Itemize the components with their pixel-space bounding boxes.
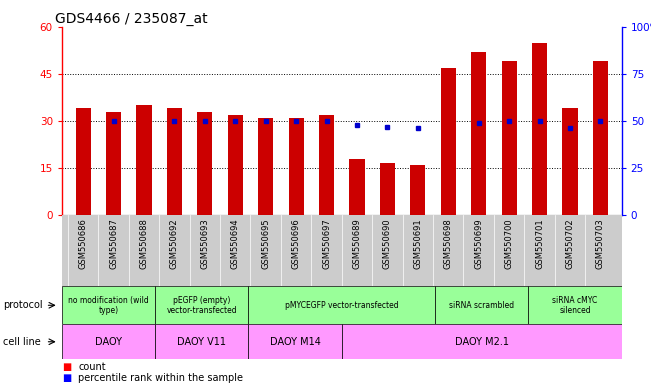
Text: GSM550691: GSM550691 <box>413 218 422 269</box>
Bar <box>532 43 547 215</box>
Text: GSM550702: GSM550702 <box>566 218 574 269</box>
Bar <box>441 68 456 215</box>
Bar <box>410 165 426 215</box>
Text: ■: ■ <box>62 373 71 383</box>
Bar <box>137 105 152 215</box>
Text: GSM550690: GSM550690 <box>383 218 392 269</box>
Text: GSM550688: GSM550688 <box>139 218 148 270</box>
Bar <box>76 108 90 215</box>
Text: GSM550698: GSM550698 <box>444 218 452 269</box>
Bar <box>106 112 121 215</box>
Bar <box>62 324 155 359</box>
Bar <box>288 118 304 215</box>
Text: GSM550686: GSM550686 <box>79 218 88 270</box>
Bar <box>435 286 529 324</box>
Bar <box>258 118 273 215</box>
Text: GSM550692: GSM550692 <box>170 218 179 269</box>
Text: count: count <box>78 361 105 372</box>
Bar <box>593 61 608 215</box>
Text: DAOY V11: DAOY V11 <box>177 337 227 347</box>
Text: DAOY: DAOY <box>95 337 122 347</box>
Text: siRNA cMYC
silenced: siRNA cMYC silenced <box>553 296 598 315</box>
Text: GSM550689: GSM550689 <box>352 218 361 269</box>
Text: DAOY M14: DAOY M14 <box>270 337 320 347</box>
Bar <box>249 324 342 359</box>
Bar <box>155 324 249 359</box>
Bar <box>562 108 577 215</box>
Text: siRNA scrambled: siRNA scrambled <box>449 301 514 310</box>
Text: GSM550695: GSM550695 <box>261 218 270 269</box>
Bar <box>319 115 334 215</box>
Bar <box>228 115 243 215</box>
Bar <box>471 52 486 215</box>
Bar <box>62 286 155 324</box>
Text: pEGFP (empty)
vector-transfected: pEGFP (empty) vector-transfected <box>167 296 237 315</box>
Text: GSM550700: GSM550700 <box>505 218 514 269</box>
Text: DAOY M2.1: DAOY M2.1 <box>455 337 508 347</box>
Text: GSM550699: GSM550699 <box>474 218 483 269</box>
Bar <box>380 163 395 215</box>
Bar <box>167 108 182 215</box>
Bar <box>501 61 517 215</box>
Text: GSM550694: GSM550694 <box>231 218 240 269</box>
Text: GSM550696: GSM550696 <box>292 218 301 269</box>
Text: GSM550701: GSM550701 <box>535 218 544 269</box>
Text: percentile rank within the sample: percentile rank within the sample <box>78 373 243 383</box>
Text: protocol: protocol <box>3 300 43 310</box>
Text: GSM550697: GSM550697 <box>322 218 331 269</box>
Text: GSM550693: GSM550693 <box>201 218 210 269</box>
Text: GSM550703: GSM550703 <box>596 218 605 269</box>
Bar <box>342 324 622 359</box>
Text: no modification (wild
type): no modification (wild type) <box>68 296 149 315</box>
Text: cell line: cell line <box>3 337 41 347</box>
Bar <box>155 286 249 324</box>
Bar <box>197 112 212 215</box>
Text: GSM550687: GSM550687 <box>109 218 118 270</box>
Bar <box>249 286 435 324</box>
Bar <box>350 159 365 215</box>
Text: pMYCEGFP vector-transfected: pMYCEGFP vector-transfected <box>285 301 398 310</box>
Text: GDS4466 / 235087_at: GDS4466 / 235087_at <box>55 12 208 25</box>
Text: ■: ■ <box>62 361 71 372</box>
Bar <box>529 286 622 324</box>
